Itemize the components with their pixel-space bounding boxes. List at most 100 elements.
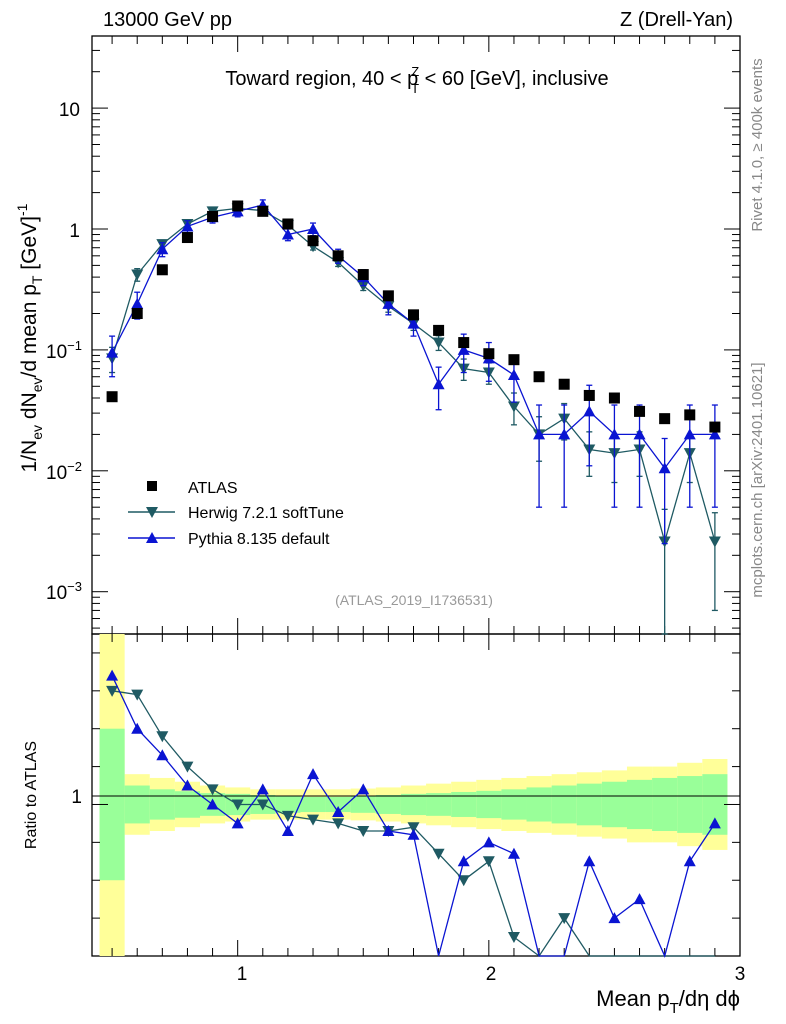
y-tick-label-1e-3: 10−3 [46, 579, 82, 604]
data-point-pythia [708, 428, 721, 440]
analysis-tag: (ATLAS_2019_I1736531) [335, 592, 493, 608]
ratio-point-herwig [281, 810, 294, 822]
ratio-band-inner-bin [576, 783, 602, 826]
ratio-point-herwig [357, 825, 370, 837]
ratio-band-inner-bin [124, 785, 150, 824]
legend-label-atlas: ATLAS [188, 480, 238, 497]
ratio-y-tick-label-1: 1 [71, 787, 82, 808]
data-point-atlas [332, 250, 344, 262]
ratio-point-herwig [256, 799, 269, 811]
chart-title: Toward region, 40 < pZ T < 60 [GeV], incl… [225, 64, 608, 96]
data-point-atlas [307, 235, 319, 247]
data-point-atlas [207, 210, 219, 222]
data-point-pythia [533, 428, 546, 440]
legend: ATLAS Herwig 7.2.1 softTune Pythia 8.135… [128, 480, 344, 548]
data-point-herwig [432, 337, 445, 349]
ratio-point-pythia [708, 817, 721, 829]
ratio-point-pythia [256, 783, 269, 795]
x-tick-label-2: 2 [486, 964, 497, 985]
ratio-band-inner-bin [476, 790, 502, 819]
data-point-atlas [282, 218, 294, 230]
legend-marker-herwig [146, 507, 158, 518]
ratio-band-inner-bin [601, 781, 627, 828]
data-point-pythia [407, 317, 420, 329]
axis-ticks [92, 36, 741, 956]
ratio-point-herwig [507, 932, 520, 944]
ratio-point-herwig [307, 814, 320, 826]
data-point-pythia [583, 405, 596, 417]
header-left: 13000 GeV pp [103, 9, 232, 31]
ratio-point-pythia [206, 798, 219, 810]
ratio-band-inner [99, 728, 728, 881]
data-point-atlas [684, 409, 696, 421]
ratio-point-pythia [583, 855, 596, 867]
ratio-panel-frame [91, 633, 741, 957]
ratio-point-herwig [407, 822, 420, 834]
ratio-point-pythia [332, 806, 345, 818]
data-point-atlas [382, 290, 394, 302]
data-point-pythia [683, 428, 696, 440]
ratio-series-herwig [106, 685, 715, 957]
y-tick-label-10: 10 [59, 100, 80, 121]
legend-label-pythia: Pythia 8.135 default [188, 531, 330, 548]
ratio-point-pythia [457, 855, 470, 867]
data-point-atlas [709, 421, 721, 433]
data-point-atlas [659, 413, 671, 425]
data-point-pythia [608, 428, 621, 440]
legend-marker-atlas [147, 481, 157, 491]
x-tick-label-1: 1 [237, 964, 248, 985]
ratio-point-pythia [357, 783, 370, 795]
ratio-point-herwig [206, 784, 219, 796]
ratio-point-pythia [683, 855, 696, 867]
data-point-pythia [131, 297, 144, 309]
data-point-atlas [433, 324, 445, 336]
data-point-pythia [507, 368, 520, 380]
data-point-pythia [181, 220, 194, 232]
ratio-band-inner-bin [526, 787, 552, 822]
ratio-band-inner-bin [626, 779, 653, 830]
ratio-point-herwig [457, 875, 470, 887]
ratio-series-pythia [106, 669, 721, 958]
ratio-band-inner-bin [501, 789, 527, 820]
legend-marker-pythia [146, 532, 158, 543]
series-atlas [106, 200, 721, 433]
series-herwig [106, 203, 721, 635]
data-point-herwig [708, 536, 721, 548]
data-point-pythia [633, 428, 646, 440]
ratio-point-pythia [633, 893, 646, 905]
mcplots-text: mcplots.cern.ch [arXiv:2401.10621] [749, 362, 766, 597]
ratio-band-inner-bin [325, 796, 351, 813]
data-point-pythia [658, 462, 671, 474]
data-point-pythia [457, 343, 470, 355]
ratio-point-herwig [482, 856, 495, 868]
data-point-atlas [156, 264, 168, 276]
ratio-point-pythia [307, 768, 320, 780]
ratio-point-pythia [231, 817, 244, 829]
ratio-band-inner-bin [551, 785, 577, 824]
ratio-point-pythia [156, 749, 169, 761]
data-point-atlas [483, 348, 495, 360]
data-point-pythia [307, 223, 320, 234]
data-point-atlas [232, 200, 244, 212]
data-point-atlas [257, 205, 269, 217]
ratio-band-inner-bin [375, 795, 401, 814]
ratio-point-herwig [558, 913, 571, 925]
data-point-pythia [156, 243, 169, 255]
data-point-atlas [533, 371, 545, 383]
header-right: Z (Drell-Yan) [620, 9, 733, 31]
ratio-point-pythia [482, 836, 495, 848]
ratio-point-herwig [432, 848, 445, 860]
ratio-point-herwig [131, 689, 144, 701]
y-tick-label-1: 1 [69, 221, 80, 242]
data-point-atlas [407, 309, 419, 321]
y-axis-label: 1/Nev dNev/d mean pT [GeV]-1 [14, 203, 45, 472]
data-point-atlas [508, 354, 520, 366]
x-tick-label-3: 3 [735, 964, 746, 985]
ratio-band-inner-bin [174, 791, 200, 818]
ratio-band-inner-bin [426, 793, 452, 816]
ratio-point-herwig [181, 761, 194, 773]
ratio-band-inner-bin [149, 789, 175, 820]
ratio-point-pythia [507, 847, 520, 859]
rivet-version-text: Rivet 4.1.0, ≥ 400k events [749, 58, 766, 231]
